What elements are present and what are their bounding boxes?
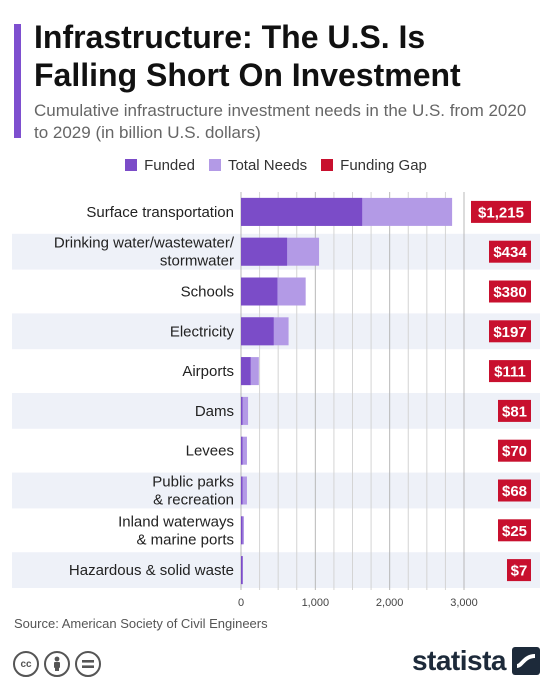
bar-funded [241,436,243,465]
funding-gap-badge [489,240,531,263]
funding-gap-label: $25 [502,523,527,540]
category-label: Dams [195,403,234,420]
logo-wordmark: statista [411,645,507,676]
legend-label-funding-gap: Funding Gap [340,156,427,174]
cc-icon[interactable]: cc [13,651,39,677]
chart-title: Infrastructure: The U.S. Is Falling Shor… [34,19,461,93]
funding-gap-badge [498,439,531,462]
legend-item-funding-gap: Funding Gap [321,157,427,174]
statista-mark-icon [512,647,540,675]
funding-gap-label: $111 [494,364,526,381]
category-label: Levees [186,443,234,460]
funding-gap-label: $68 [502,483,527,500]
category-label: Surface transportation [86,204,234,221]
funding-gap-badge [489,320,531,343]
bar-funded [241,277,278,306]
funding-gap-badge [498,479,531,502]
statista-logo[interactable]: statista [412,645,540,677]
row-band [12,472,540,509]
bar-funded [241,237,288,266]
funding-gap-badge [489,280,531,303]
category-label: Inland waterways [118,513,234,530]
funding-gap-label: $7 [511,563,528,580]
funding-gap-label: $1,215 [478,204,524,221]
category-label: Drinking water/wastewater/ [54,235,235,252]
category-label: Public parks [152,474,234,491]
bar-funded [241,317,274,346]
legend-item-funded: Funded [125,157,195,174]
category-label: Airports [182,363,234,380]
category-label: & recreation [153,492,234,509]
title-accent-bar [14,24,21,138]
funding-gap-label: $81 [502,403,527,420]
nd-icon[interactable] [75,651,101,677]
license-icons: cc [13,651,101,677]
row-band [12,552,540,588]
legend: Funded Total Needs Funding Gap [0,154,552,176]
by-icon[interactable] [44,651,70,677]
funding-gap-badge [498,519,531,542]
funding-gap-label: $434 [493,244,527,261]
bar-funded [241,197,363,226]
legend-swatch-total-needs [208,159,221,171]
x-tick-label: 1,000 [302,597,330,609]
legend-label-funded: Funded [144,156,195,174]
bar-total-needs [241,476,247,505]
category-label: Hazardous & solid waste [69,562,234,579]
funding-gap-badge [498,399,531,422]
bar-total-needs [241,396,249,425]
category-label: Electricity [170,323,235,340]
funding-gap-badge [471,200,531,223]
funding-gap-badge [489,360,531,383]
source-note: Source: American Society of Civil Engine… [14,616,268,631]
x-tick-label: 2,000 [376,597,404,609]
funding-gap-label: $70 [502,443,527,460]
bar-funded [241,396,243,425]
bar-funded [241,476,243,505]
legend-label-total-needs: Total Needs [227,156,308,174]
bar-funded [241,556,243,585]
category-label: Schools [181,284,234,301]
bar-funded [241,516,243,545]
bar-funded [241,357,251,386]
bar-chart: 0 1,000 2,000 3,000 Surface transportation $1… [12,192,540,609]
funding-gap-badge [507,559,531,582]
funding-gap-label: $380 [493,284,526,301]
legend-swatch-funded [125,159,138,171]
funding-gap-label: $197 [493,324,526,341]
category-label: & marine ports [136,531,234,548]
chart-subtitle: Cumulative infrastructure investment nee… [34,101,527,142]
legend-item-total-needs: Total Needs [208,156,308,174]
category-label: stormwater [160,253,234,270]
row-band [12,393,540,429]
x-tick-label: 0 [238,597,244,609]
legend-swatch-funding-gap [321,159,334,171]
bar-total-needs [241,436,247,465]
x-tick-label: 3,000 [450,597,478,609]
